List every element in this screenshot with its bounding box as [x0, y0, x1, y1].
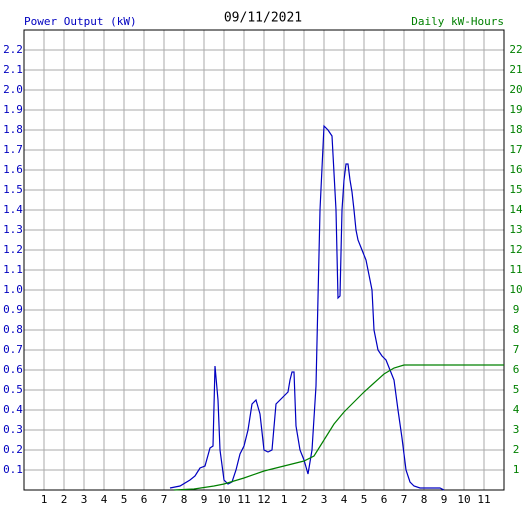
- y2-tick-label: 10: [509, 283, 522, 296]
- x-tick-label: 4: [341, 493, 348, 506]
- y2-tick-label: 4: [513, 403, 520, 416]
- series-line: [173, 364, 504, 491]
- x-tick-label: 2: [301, 493, 308, 506]
- y-tick-label: 1.7: [3, 143, 23, 156]
- y-tick-label: 0.8: [3, 323, 23, 336]
- x-tick-label: 4: [101, 493, 108, 506]
- y-tick-label: 0.1: [3, 463, 23, 476]
- y2-tick-label: 11: [509, 263, 522, 276]
- x-tick-label: 8: [181, 493, 188, 506]
- chart-title: 09/11/2021: [224, 11, 302, 26]
- y2-tick-label: 21: [509, 63, 522, 76]
- y2-tick-label: 1: [513, 463, 520, 476]
- x-tick-label: 11: [237, 493, 250, 506]
- x-tick-label: 1: [41, 493, 48, 506]
- y-tick-label: 1.1: [3, 263, 23, 276]
- y2-tick-label: 13: [509, 223, 522, 236]
- y2-tick-label: 22: [509, 43, 522, 56]
- y2-tick-label: 8: [513, 323, 520, 336]
- y-tick-label: 1.8: [3, 123, 23, 136]
- y2-tick-label: 20: [509, 83, 522, 96]
- x-tick-label: 1: [281, 493, 288, 506]
- left-axis-label: Power Output (kW): [24, 15, 137, 28]
- y-tick-label: 0.7: [3, 343, 23, 356]
- x-tick-label: 11: [477, 493, 490, 506]
- y-tick-label: 0.9: [3, 303, 23, 316]
- y2-tick-label: 9: [513, 303, 520, 316]
- x-tick-label: 2: [61, 493, 68, 506]
- y-tick-label: 2.0: [3, 83, 23, 96]
- y2-tick-label: 2: [513, 443, 520, 456]
- x-tick-label: 10: [217, 493, 230, 506]
- y2-tick-label: 7: [513, 343, 520, 356]
- y-tick-label: 1.6: [3, 163, 23, 176]
- y2-tick-label: 19: [509, 103, 522, 116]
- x-tick-label: 7: [401, 493, 408, 506]
- y2-tick-label: 17: [509, 143, 522, 156]
- y-tick-label: 1.4: [3, 203, 23, 216]
- y-tick-label: 0.2: [3, 443, 23, 456]
- y2-tick-label: 14: [509, 203, 523, 216]
- y-tick-label: 0.4: [3, 403, 23, 416]
- y2-tick-label: 3: [513, 423, 520, 436]
- y-tick-label: 1.3: [3, 223, 23, 236]
- x-tick-label: 5: [121, 493, 128, 506]
- right-axis-label: Daily kW-Hours: [411, 15, 504, 28]
- y2-tick-label: 18: [509, 123, 522, 136]
- x-tick-label: 3: [81, 493, 88, 506]
- y2-tick-label: 5: [513, 383, 520, 396]
- x-tick-label: 12: [257, 493, 270, 506]
- x-tick-label: 9: [441, 493, 448, 506]
- plot-border: [23, 29, 505, 491]
- x-tick-label: 8: [421, 493, 428, 506]
- x-tick-label: 10: [457, 493, 470, 506]
- y-tick-label: 0.6: [3, 363, 23, 376]
- y-tick-label: 0.3: [3, 423, 23, 436]
- x-tick-label: 9: [201, 493, 208, 506]
- x-tick-label: 5: [361, 493, 368, 506]
- y-tick-label: 0.5: [3, 383, 23, 396]
- y-tick-label: 1.2: [3, 243, 23, 256]
- y2-tick-label: 16: [509, 163, 522, 176]
- x-tick-label: 7: [161, 493, 168, 506]
- x-tick-label: 6: [381, 493, 388, 506]
- y2-tick-label: 6: [513, 363, 520, 376]
- y-tick-label: 2.1: [3, 63, 23, 76]
- y2-tick-label: 12: [509, 243, 522, 256]
- y-tick-label: 2.2: [3, 43, 23, 56]
- x-tick-label: 3: [321, 493, 328, 506]
- x-tick-label: 6: [141, 493, 148, 506]
- y-tick-label: 1.0: [3, 283, 23, 296]
- y-tick-label: 1.5: [3, 183, 23, 196]
- y2-tick-label: 15: [509, 183, 522, 196]
- y-tick-label: 1.9: [3, 103, 23, 116]
